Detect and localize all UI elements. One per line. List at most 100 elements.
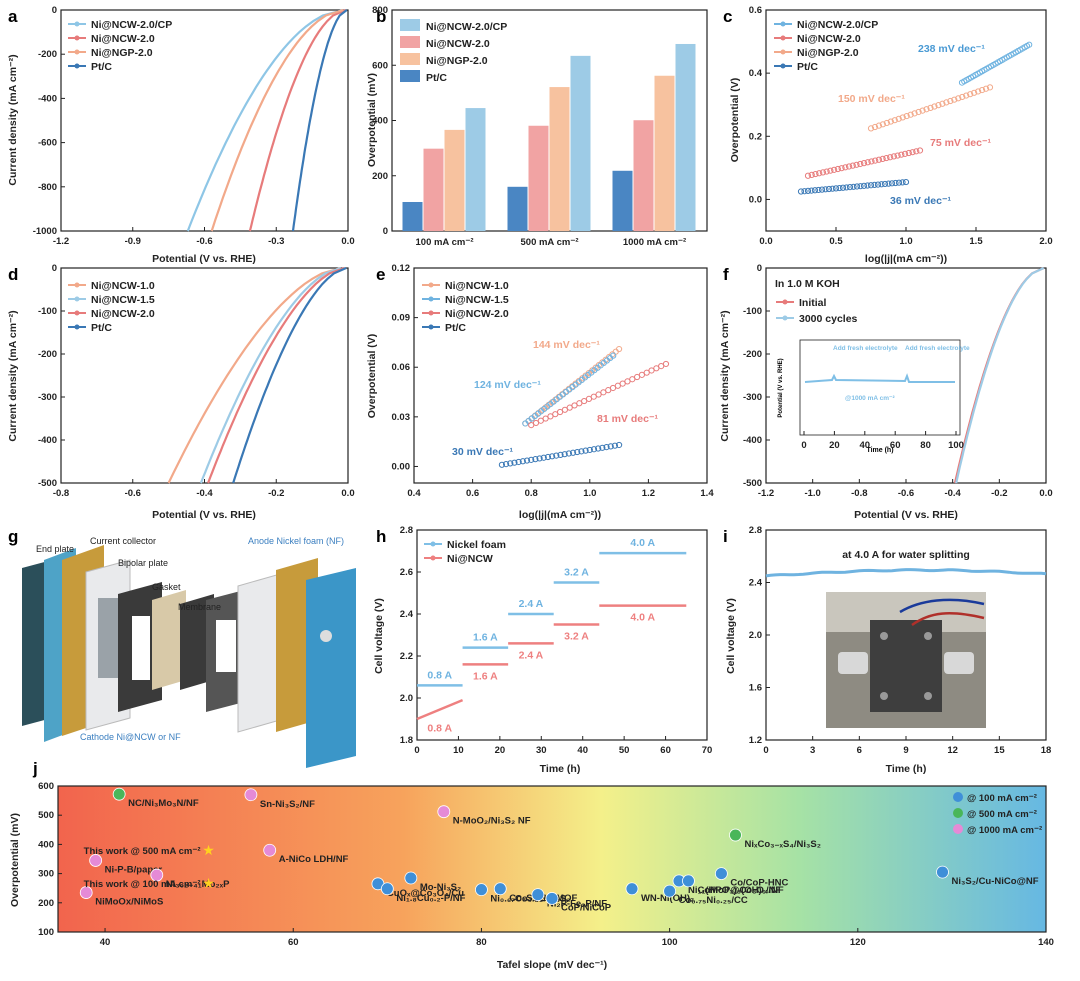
panel-a-xtick-label: 0.0 <box>341 236 354 247</box>
panel-c-point-2 <box>923 106 930 113</box>
panel-e-point-2 <box>600 389 607 396</box>
panel-e-point-3 <box>528 456 535 463</box>
panel-j-xtick-label: 140 <box>1038 937 1054 948</box>
panel-j-point-label: Ni₀.₆₇Co₀.₃₃/Ni₃S₂ <box>490 894 570 905</box>
panel-j-point-label: Ni₃S₂/Cu-NiCo@NF <box>951 876 1038 887</box>
panel-j-xlabel: Tafel slope (mV dec⁻¹) <box>497 959 607 971</box>
panel-c-point-2 <box>867 125 875 132</box>
panel-h-ytick-label: 1.8 <box>400 735 413 746</box>
panel-e-xtick-label: 1.2 <box>642 488 655 499</box>
panel-d-ylabel: Current density (mA cm⁻²) <box>7 310 19 441</box>
label-anode: Anode Nickel foam (NF) <box>248 536 344 546</box>
panel-f-xtick-label: 0.0 <box>1039 488 1052 499</box>
panel-h-step-label-nf: 1.6 A <box>473 632 498 644</box>
panel-c-point-3 <box>839 184 847 191</box>
panel-d-curve-2 <box>207 266 345 484</box>
panel-i-ytick-label: 1.6 <box>749 683 762 694</box>
panel-b-ytick-label: 200 <box>372 171 388 182</box>
panel-f-legend-marker <box>782 299 788 305</box>
panel-c-point-3 <box>808 187 815 194</box>
panel-c-point-2 <box>915 108 922 116</box>
panel-c-point-2 <box>907 111 914 118</box>
panel-h-ytick-label: 2.8 <box>400 525 413 536</box>
panel-d-ytick-label: -100 <box>38 306 57 317</box>
panel-e-point-2 <box>556 408 564 416</box>
panel-a-ytick-label: -1000 <box>33 226 57 237</box>
label-gasket: Gasket <box>152 582 181 592</box>
panel-c-ytick-label: 0.4 <box>749 68 763 79</box>
panel-h-ytick-label: 2.4 <box>400 609 414 620</box>
panel-a-legend-marker <box>74 35 80 41</box>
panel-h-xtick-label: 40 <box>577 745 588 756</box>
panel-c-point-3 <box>850 183 857 190</box>
panel-e-point-3 <box>590 446 598 453</box>
panel-c-ylabel: Overpotential (V) <box>729 78 741 163</box>
panel-j-point-6 <box>79 886 93 899</box>
panel-a-ytick-label: -800 <box>38 182 57 193</box>
panel-c-point-1 <box>887 154 894 161</box>
panel-h-step-label-ncw: 2.4 A <box>519 649 544 661</box>
panel-c-point-2 <box>891 117 898 124</box>
panel-f-inset-xtick-label: 0 <box>801 440 806 451</box>
panel-c-xlabel: log(|j|(mA cm⁻²)) <box>865 253 947 265</box>
panel-h-xlabel: Time (h) <box>540 763 581 775</box>
panel-a-legend-marker <box>74 63 80 69</box>
panel-e-point-3 <box>569 449 577 456</box>
panel-f-inset-trace <box>804 373 955 383</box>
panel-j-point-13 <box>545 892 559 905</box>
panel-j-point-19 <box>714 867 728 880</box>
panel-j-point-label: Ni₁.₈Cu₀.₂-P/NF <box>396 893 465 904</box>
panel-j-point-label: Co₃S₄/EC-MOF <box>509 893 577 904</box>
panel-e-xtick-label: 0.8 <box>525 488 538 499</box>
panel-h-step-line-1 <box>416 698 464 721</box>
panel-e-ann-3: 81 mV dec⁻¹ <box>597 413 658 425</box>
panel-a-legend-label: Ni@NCW-2.0/CP <box>91 19 172 31</box>
label-cathode: Cathode Ni@NCW or NF <box>80 732 181 742</box>
panel-j-ytick-label: 200 <box>38 898 54 909</box>
panel-e-point-2 <box>566 404 573 411</box>
panel-c-ann-1: 238 mV dec⁻¹ <box>918 43 985 55</box>
panel-h-xtick-label: 70 <box>702 745 713 756</box>
panel-c-legend-label: Ni@NCW-2.0 <box>797 33 861 45</box>
panel-c-legend-marker <box>780 49 786 55</box>
gasket-right <box>180 594 214 690</box>
electrolyzer-photo <box>826 592 986 728</box>
panel-d-curve-0 <box>167 266 342 484</box>
panel-c-legend-marker <box>780 21 786 27</box>
panel-e-point-2 <box>590 393 597 400</box>
panel-f-inset-add1: Add fresh electrolyte <box>833 345 898 352</box>
panel-d-ytick-label: -400 <box>38 435 57 446</box>
panel-c-point-2 <box>903 112 910 120</box>
panel-j-point-15 <box>663 884 677 898</box>
panel-e-point-2 <box>571 402 578 409</box>
end-plate-right <box>306 568 356 768</box>
panel-e-point-3 <box>511 459 518 466</box>
panel-b-ytick-label: 400 <box>372 116 388 127</box>
flow-field <box>98 598 120 678</box>
panel-h-legend-label: Ni@NCW <box>447 553 493 565</box>
panel-h-xtick-label: 10 <box>453 745 464 756</box>
panel-f-legend-label: Initial <box>799 297 827 309</box>
panel-c-point-1 <box>819 169 827 176</box>
panel-j-xtick-label: 80 <box>476 937 487 948</box>
panel-j-point-14 <box>625 882 639 896</box>
panel-e-point-3 <box>536 455 543 462</box>
panel-e-point-2 <box>633 373 641 381</box>
panel-c-point-2 <box>879 121 887 128</box>
panel-e-ytick-label: 0.12 <box>392 263 411 274</box>
panel-e: log(|j|(mA cm⁻²)) Overpotential (V) 0.4 0… <box>366 263 714 521</box>
panel-e-point-3 <box>603 443 610 451</box>
label-membrane: Membrane <box>178 602 221 612</box>
panel-b-ytick-label: 800 <box>372 5 388 16</box>
panel-b-bar <box>465 108 486 231</box>
panel-f-ytick-label: -500 <box>743 478 762 489</box>
panel-c-point-2 <box>951 96 958 103</box>
panel-e-point-2 <box>624 378 631 385</box>
panel-e-point-3 <box>523 457 531 464</box>
panel-e-point-3 <box>574 448 581 456</box>
panel-e-point-0 <box>616 345 623 353</box>
panel-e-point-3 <box>616 441 623 449</box>
panel-e-ytick-label: 0.09 <box>392 313 411 324</box>
panel-j-point-label: Mo-Ni₃S₂ <box>420 882 461 893</box>
panel-c-point-3 <box>885 180 892 187</box>
